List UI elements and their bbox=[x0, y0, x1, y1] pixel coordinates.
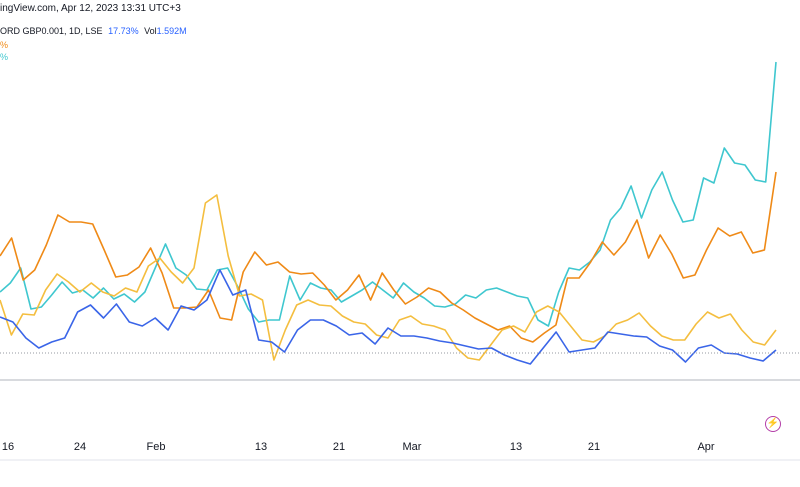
legend-row-orange[interactable]: % bbox=[0, 40, 9, 50]
x-axis-tick-label: 21 bbox=[332, 441, 346, 453]
x-axis-tick-label: Feb bbox=[146, 441, 166, 453]
x-axis-tick-label: 24 bbox=[73, 441, 87, 453]
series-line-orange bbox=[0, 171, 777, 343]
x-axis-tick-label: Apr bbox=[697, 441, 715, 453]
x-axis-tick-label: 16 bbox=[1, 441, 15, 453]
legend-symbol: ORD GBP0.001, 1D, LSE bbox=[0, 26, 103, 36]
legend-main-row[interactable]: ORD GBP0.001, 1D, LSE 17.73% Vol1.592M bbox=[0, 26, 187, 36]
legend-vol-label: Vol bbox=[144, 26, 157, 36]
series-line-yellow bbox=[0, 194, 777, 361]
chart-lines bbox=[0, 61, 777, 365]
legend-vol-value: 1.592M bbox=[156, 26, 187, 36]
series-line-blue bbox=[0, 269, 777, 365]
x-axis-tick-label: 21 bbox=[587, 441, 601, 453]
lightning-bolt-icon[interactable]: ⚡ bbox=[765, 416, 781, 432]
x-axis-tick-label: Mar bbox=[402, 441, 422, 453]
legend-row-cyan[interactable]: % bbox=[0, 52, 9, 62]
x-axis-tick-label: 13 bbox=[509, 441, 523, 453]
series-line-cyan bbox=[0, 61, 777, 327]
legend-change-pct: 17.73% bbox=[108, 26, 139, 36]
chart-source-header: ingView.com, Apr 12, 2023 13:31 UTC+3 bbox=[0, 3, 181, 14]
x-axis-tick-label: 13 bbox=[254, 441, 268, 453]
